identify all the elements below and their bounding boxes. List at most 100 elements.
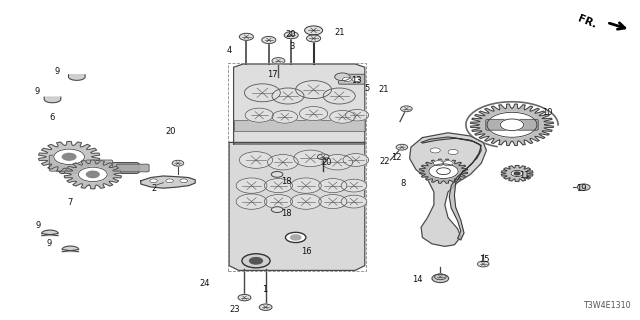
- Circle shape: [264, 195, 292, 209]
- Circle shape: [62, 153, 76, 160]
- Text: 21: 21: [378, 85, 388, 94]
- Circle shape: [577, 184, 590, 190]
- Text: 8: 8: [401, 179, 406, 188]
- Polygon shape: [410, 133, 486, 246]
- Text: 12: 12: [392, 153, 402, 162]
- Circle shape: [322, 155, 353, 170]
- Polygon shape: [234, 64, 365, 144]
- Circle shape: [500, 119, 524, 131]
- Circle shape: [166, 179, 173, 183]
- Circle shape: [330, 110, 355, 123]
- FancyBboxPatch shape: [339, 74, 365, 84]
- Text: FR.: FR.: [577, 13, 598, 30]
- Circle shape: [272, 58, 285, 64]
- Text: 21: 21: [334, 28, 344, 37]
- Polygon shape: [42, 230, 58, 236]
- Circle shape: [238, 294, 251, 301]
- Circle shape: [300, 107, 328, 121]
- Circle shape: [341, 179, 367, 192]
- Circle shape: [271, 207, 283, 212]
- Circle shape: [264, 179, 292, 193]
- Circle shape: [236, 178, 267, 193]
- Circle shape: [342, 77, 351, 82]
- Circle shape: [443, 161, 453, 166]
- Circle shape: [242, 254, 270, 268]
- Polygon shape: [501, 165, 533, 181]
- Circle shape: [150, 179, 157, 183]
- Circle shape: [284, 32, 298, 39]
- Text: 24: 24: [200, 279, 210, 288]
- FancyBboxPatch shape: [86, 160, 113, 176]
- Circle shape: [262, 36, 276, 44]
- Circle shape: [487, 112, 537, 137]
- Circle shape: [319, 195, 347, 209]
- Text: 10: 10: [542, 108, 552, 117]
- Text: 15: 15: [479, 255, 490, 264]
- Text: 7: 7: [68, 198, 73, 207]
- Circle shape: [335, 73, 350, 81]
- Circle shape: [432, 274, 449, 283]
- Circle shape: [54, 149, 84, 164]
- Polygon shape: [38, 141, 100, 172]
- Text: 6: 6: [50, 113, 55, 122]
- FancyBboxPatch shape: [486, 119, 513, 130]
- FancyBboxPatch shape: [60, 163, 140, 173]
- Circle shape: [317, 154, 329, 160]
- FancyBboxPatch shape: [49, 155, 76, 171]
- Text: 9: 9: [55, 67, 60, 76]
- Circle shape: [477, 261, 489, 267]
- Circle shape: [346, 109, 369, 121]
- Text: 22: 22: [380, 157, 390, 166]
- Circle shape: [343, 154, 369, 166]
- Circle shape: [291, 178, 321, 193]
- Text: 20: 20: [321, 158, 332, 167]
- Circle shape: [430, 148, 440, 153]
- Bar: [234, 120, 365, 131]
- Circle shape: [515, 172, 520, 175]
- Text: 20: 20: [285, 30, 296, 39]
- Circle shape: [291, 194, 321, 209]
- Circle shape: [448, 149, 458, 155]
- Circle shape: [244, 84, 280, 102]
- Circle shape: [86, 171, 99, 178]
- Text: 11: 11: [520, 172, 530, 180]
- Circle shape: [352, 77, 361, 82]
- Polygon shape: [421, 137, 481, 240]
- Polygon shape: [470, 104, 554, 146]
- Polygon shape: [64, 160, 122, 189]
- Text: 4: 4: [227, 46, 232, 55]
- Circle shape: [291, 235, 301, 240]
- FancyBboxPatch shape: [511, 119, 538, 130]
- Circle shape: [435, 274, 446, 280]
- Circle shape: [307, 35, 321, 42]
- Circle shape: [323, 88, 355, 104]
- Text: 19: 19: [576, 184, 586, 193]
- Text: 16: 16: [301, 247, 311, 256]
- Text: 2: 2: [152, 184, 157, 193]
- Circle shape: [245, 108, 273, 122]
- Circle shape: [239, 33, 253, 40]
- Polygon shape: [62, 246, 79, 252]
- Text: 14: 14: [412, 275, 422, 284]
- Polygon shape: [229, 142, 365, 270]
- Text: 18: 18: [281, 209, 291, 218]
- Text: 3: 3: [289, 42, 294, 51]
- Polygon shape: [44, 97, 61, 103]
- Text: 18: 18: [281, 177, 291, 186]
- Circle shape: [180, 179, 188, 183]
- Circle shape: [268, 155, 298, 170]
- Circle shape: [272, 110, 298, 123]
- Circle shape: [79, 167, 107, 181]
- Circle shape: [341, 195, 367, 208]
- Circle shape: [271, 172, 283, 177]
- Text: 1: 1: [262, 285, 267, 294]
- Circle shape: [250, 258, 262, 264]
- Text: 23: 23: [229, 305, 239, 314]
- Text: 9: 9: [35, 87, 40, 96]
- Circle shape: [272, 88, 304, 104]
- Circle shape: [305, 26, 323, 35]
- Text: 13: 13: [351, 76, 362, 85]
- Text: T3W4E1310: T3W4E1310: [583, 301, 630, 310]
- Circle shape: [285, 232, 306, 243]
- Circle shape: [401, 106, 412, 112]
